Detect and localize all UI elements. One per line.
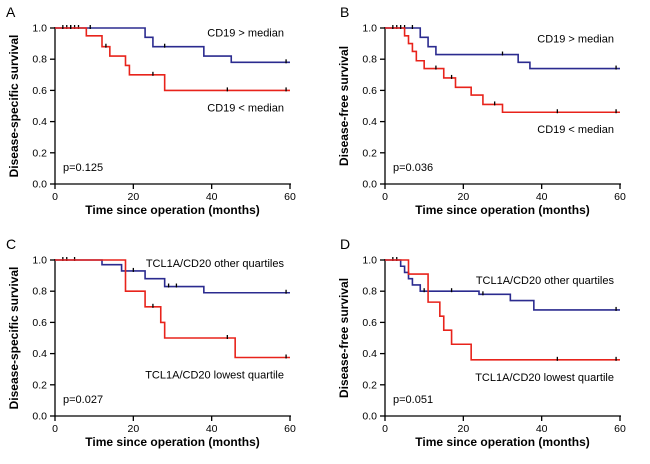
series-low: CD19 < median — [55, 25, 290, 114]
y-axis-title: Disease-free survival — [337, 46, 351, 166]
x-tick-label: 0 — [52, 423, 58, 435]
y-tick-label: 0.2 — [32, 147, 47, 159]
survival-curve — [385, 259, 620, 361]
p-value: p=0.125 — [63, 162, 103, 174]
survival-curve — [55, 27, 290, 92]
curve-label: CD19 < median — [207, 102, 284, 114]
curve-label: TCL1A/CD20 other quartiles — [476, 275, 615, 287]
x-tick-label: 0 — [382, 423, 388, 435]
y-tick-label: 1.0 — [32, 23, 47, 35]
survival-curve — [55, 27, 290, 64]
y-axis-title: Disease-free survival — [337, 278, 351, 398]
x-tick-label: 20 — [457, 423, 469, 435]
y-tick-label: 0.4 — [362, 116, 377, 128]
panel-letter: A — [6, 4, 16, 20]
x-axis-title: Time since operation (months) — [85, 203, 259, 217]
y-tick-label: 0.0 — [32, 411, 47, 423]
y-tick-label: 0.2 — [32, 379, 47, 391]
series-high: TCL1A/CD20 other quartiles — [55, 257, 290, 294]
curve-label: CD19 < median — [537, 124, 614, 136]
x-axis-title: Time since operation (months) — [415, 203, 589, 217]
series-low: CD19 < median — [385, 25, 620, 136]
x-tick-label: 20 — [127, 191, 139, 203]
y-tick-label: 0.6 — [32, 317, 47, 329]
panel-letter: D — [340, 236, 350, 252]
y-tick-label: 0.4 — [362, 348, 377, 360]
x-tick-label: 40 — [536, 191, 548, 203]
series-high: TCL1A/CD20 other quartiles — [385, 257, 620, 311]
x-tick-label: 0 — [52, 191, 58, 203]
y-tick-label: 0.2 — [362, 379, 377, 391]
x-axis-title: Time since operation (months) — [415, 435, 589, 449]
x-tick-label: 20 — [127, 423, 139, 435]
survival-curve — [55, 259, 290, 294]
y-tick-label: 0.6 — [362, 317, 377, 329]
series-high: CD19 > median — [55, 25, 290, 64]
y-tick-label: 0.4 — [32, 348, 47, 360]
y-axis-title: Disease-specific survival — [7, 35, 21, 178]
y-tick-label: 0.6 — [32, 85, 47, 97]
y-tick-label: 0.2 — [362, 147, 377, 159]
y-tick-label: 0.0 — [32, 179, 47, 191]
x-tick-label: 40 — [206, 423, 218, 435]
y-tick-label: 1.0 — [32, 255, 47, 267]
x-tick-label: 60 — [614, 191, 626, 203]
y-tick-label: 0.8 — [32, 54, 47, 66]
survival-curve — [55, 259, 290, 359]
curve-label: TCL1A/CD20 lowest quartile — [145, 370, 284, 382]
x-axis-title: Time since operation (months) — [85, 435, 259, 449]
x-tick-label: 60 — [284, 423, 296, 435]
series-low: TCL1A/CD20 lowest quartile — [55, 259, 290, 382]
survival-curve — [385, 27, 620, 70]
panel-letter: C — [6, 236, 16, 252]
panel-c: C 0.0 0.2 0.4 0.6 0.8 1.0 0 20 40 60 Time since ope… — [6, 236, 296, 449]
y-tick-label: 1.0 — [362, 23, 377, 35]
survival-curve — [385, 27, 620, 114]
curve-label: TCL1A/CD20 other quartiles — [146, 258, 285, 270]
panel-b: B 0.0 0.2 0.4 0.6 0.8 1.0 0 20 40 60 Time since ope… — [337, 4, 626, 217]
x-tick-label: 40 — [536, 423, 548, 435]
y-axis-title: Disease-specific survival — [7, 267, 21, 410]
y-tick-label: 0.0 — [362, 179, 377, 191]
x-tick-label: 60 — [284, 191, 296, 203]
panel-a: A 0.0 0.2 0.4 0.6 0.8 1.0 0 20 40 60 Time since ope… — [6, 4, 296, 217]
curve-label: CD19 > median — [537, 34, 614, 46]
curve-label: CD19 > median — [207, 27, 284, 39]
survival-curve — [385, 259, 620, 311]
x-tick-label: 40 — [206, 191, 218, 203]
p-value: p=0.036 — [393, 162, 433, 174]
y-tick-label: 0.6 — [362, 85, 377, 97]
curve-label: TCL1A/CD20 lowest quartile — [475, 372, 614, 384]
y-tick-label: 0.8 — [362, 286, 377, 298]
y-tick-label: 0.4 — [32, 116, 47, 128]
y-tick-label: 0.0 — [362, 411, 377, 423]
x-tick-label: 60 — [614, 423, 626, 435]
p-value: p=0.051 — [393, 394, 433, 406]
y-tick-label: 0.8 — [362, 54, 377, 66]
x-tick-label: 20 — [457, 191, 469, 203]
panel-d: D 0.0 0.2 0.4 0.6 0.8 1.0 0 20 40 60 Time since ope… — [337, 236, 626, 449]
series-low: TCL1A/CD20 lowest quartile — [385, 259, 620, 384]
y-tick-label: 1.0 — [362, 255, 377, 267]
p-value: p=0.027 — [63, 394, 103, 406]
x-tick-label: 0 — [382, 191, 388, 203]
series-high: CD19 > median — [385, 25, 620, 70]
panel-letter: B — [340, 4, 349, 20]
y-tick-label: 0.8 — [32, 286, 47, 298]
